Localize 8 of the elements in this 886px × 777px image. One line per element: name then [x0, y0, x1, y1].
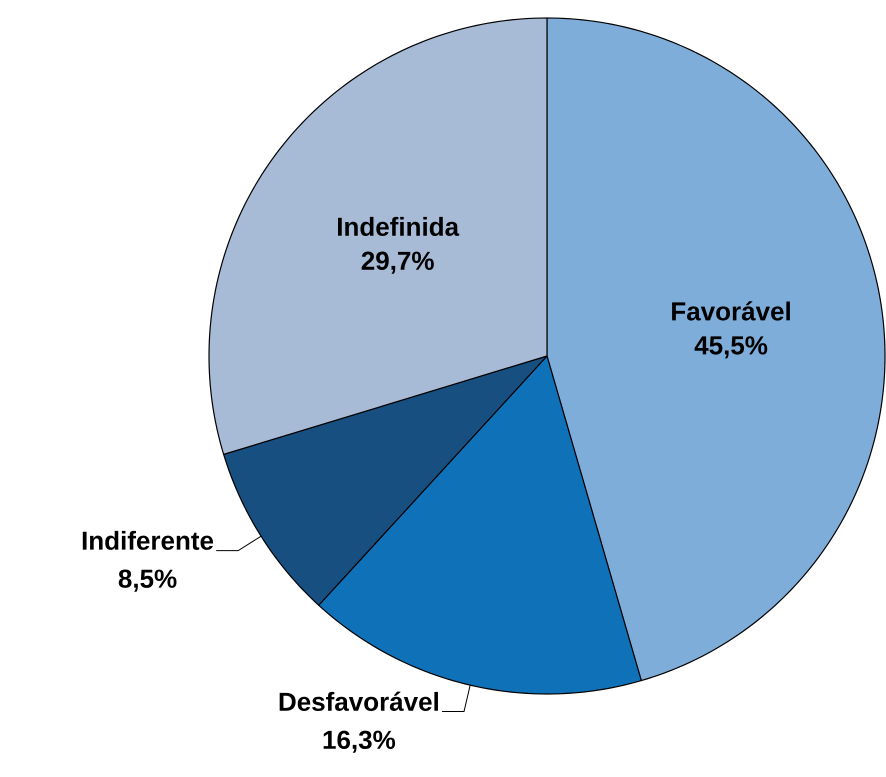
slice-label: Indefinida	[338, 216, 460, 236]
slice-label: Favorável	[672, 301, 790, 321]
slice-label: Desfavorável	[280, 692, 438, 711]
data-label: 16,3%	[324, 730, 396, 753]
data-label: 8,5%	[118, 570, 176, 592]
data-label: 45,5%	[694, 336, 768, 358]
slice-label: Indiferente	[82, 530, 214, 550]
data-label: 29,7%	[362, 252, 434, 274]
